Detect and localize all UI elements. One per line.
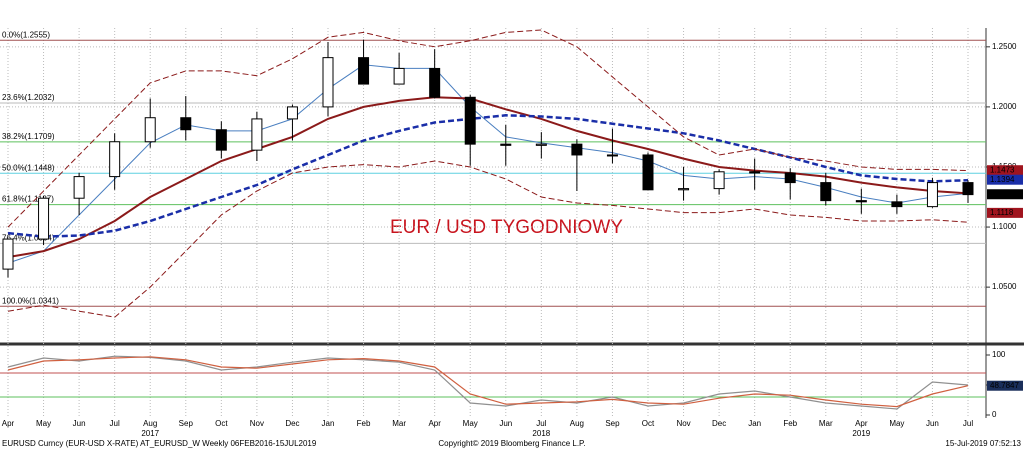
price-tag-label: 1.1118 xyxy=(990,208,1014,217)
x-tick-label: Jun xyxy=(926,419,939,428)
candle-body xyxy=(642,154,654,191)
year-label: 2019 xyxy=(852,429,870,438)
candle-body xyxy=(749,171,761,174)
fib-label: 100.0%(1.0341) xyxy=(2,296,59,305)
x-tick-label: Dec xyxy=(285,419,299,428)
candle-body xyxy=(109,141,121,178)
candle-body xyxy=(855,200,867,203)
candle-body xyxy=(678,188,690,191)
x-tick-label: Jun xyxy=(73,419,86,428)
price-tag xyxy=(987,207,1023,218)
candle-body xyxy=(73,176,85,199)
x-tick-label: Jul xyxy=(536,419,546,428)
y-tick-label: 1.1000 xyxy=(992,222,1017,231)
annotation: EUR / USD TYGODNIOWY xyxy=(390,217,623,238)
fib-label: 0.0%(1.2555) xyxy=(2,30,50,39)
candle-body xyxy=(535,143,547,146)
candle-body xyxy=(38,197,50,240)
x-tick-label: Apr xyxy=(2,419,15,428)
oscillator-line xyxy=(7,355,969,410)
oscillator-line xyxy=(7,356,969,408)
candle-body xyxy=(820,182,832,202)
x-tick-label: Mar xyxy=(392,419,406,428)
candle-body xyxy=(571,143,583,156)
candle-body xyxy=(286,106,298,120)
x-tick-label: Dec xyxy=(712,419,726,428)
fib-label: 38.2%(1.1709) xyxy=(2,132,55,141)
x-tick-label: Jun xyxy=(499,419,512,428)
year-label: 2017 xyxy=(141,429,159,438)
fib-label: 61.8%(1.1187) xyxy=(2,195,54,204)
indicator-line xyxy=(7,114,969,238)
candle-body xyxy=(784,172,796,184)
x-tick-label: Mar xyxy=(819,419,833,428)
indicator-line xyxy=(7,29,969,228)
price-tag-label: 1.1273 xyxy=(990,189,1015,198)
x-tick-label: May xyxy=(36,419,51,428)
x-tick-label: Oct xyxy=(215,419,228,428)
price-tag xyxy=(987,380,1023,391)
fib-label: 76.4%(1.0864) xyxy=(2,234,55,243)
price-tag xyxy=(987,174,1023,185)
indicator-line xyxy=(7,160,969,318)
x-tick-label: Feb xyxy=(783,419,797,428)
fib-label: 23.6%(1.2032) xyxy=(2,93,55,102)
candle-body xyxy=(358,57,370,85)
x-tick-label: Jan xyxy=(322,419,335,428)
x-tick-label: May xyxy=(463,419,478,428)
price-tag xyxy=(987,165,1023,176)
x-tick-label: Aug xyxy=(143,419,157,428)
candle-body xyxy=(180,117,192,131)
x-tick-label: May xyxy=(889,419,904,428)
footer-center: Copyright© 2019 Bloomberg Finance L.P. xyxy=(438,439,585,448)
x-tick-label: Apr xyxy=(428,419,441,428)
x-tick-label: Sep xyxy=(179,419,194,428)
y-tick-label: 100 xyxy=(992,350,1006,359)
candle-body xyxy=(393,67,405,85)
candle-body xyxy=(962,182,974,196)
candle-body xyxy=(429,67,441,98)
y-tick-label: 1.0500 xyxy=(992,282,1017,291)
footer-right: 15-Jul-2019 07:52:13 xyxy=(945,439,1021,448)
candle-body xyxy=(464,96,476,145)
candle-body xyxy=(2,238,14,270)
year-label: 2018 xyxy=(532,429,550,438)
candle-body xyxy=(713,171,725,190)
x-tick-label: Nov xyxy=(676,419,690,428)
y-tick-label: 1.2500 xyxy=(992,42,1017,51)
price-tag-label: 1.1394 xyxy=(990,175,1015,184)
candle-body xyxy=(891,201,903,208)
x-tick-label: Sep xyxy=(605,419,620,428)
indicator-line xyxy=(7,96,969,259)
candle-body xyxy=(606,154,618,157)
price-tag xyxy=(987,189,1023,200)
price-tag-label: 48.7847 xyxy=(990,381,1019,390)
fib-label: 50.0%(1.1448) xyxy=(2,163,55,172)
x-tick-label: Apr xyxy=(855,419,868,428)
x-tick-label: Nov xyxy=(250,419,264,428)
x-tick-label: Feb xyxy=(357,419,371,428)
y-tick-label: 1.2000 xyxy=(992,102,1017,111)
candle-body xyxy=(500,143,512,146)
candle-body xyxy=(926,182,938,208)
indicator-line xyxy=(7,64,969,264)
y-tick-label: 0 xyxy=(992,410,997,419)
price-tag-label: 1.1473 xyxy=(990,165,1015,174)
x-tick-label: Jan xyxy=(748,419,761,428)
candle-body xyxy=(322,57,334,108)
candle-body xyxy=(144,117,156,143)
x-tick-label: Oct xyxy=(642,419,655,428)
x-tick-label: Aug xyxy=(570,419,584,428)
x-tick-label: Jul xyxy=(110,419,120,428)
footer-left: EURUSD Curncy (EUR-USD X-RATE) AT_EURUSD… xyxy=(2,439,317,448)
candle-body xyxy=(215,129,227,151)
candle-body xyxy=(251,118,263,151)
x-tick-label: Jul xyxy=(963,419,973,428)
